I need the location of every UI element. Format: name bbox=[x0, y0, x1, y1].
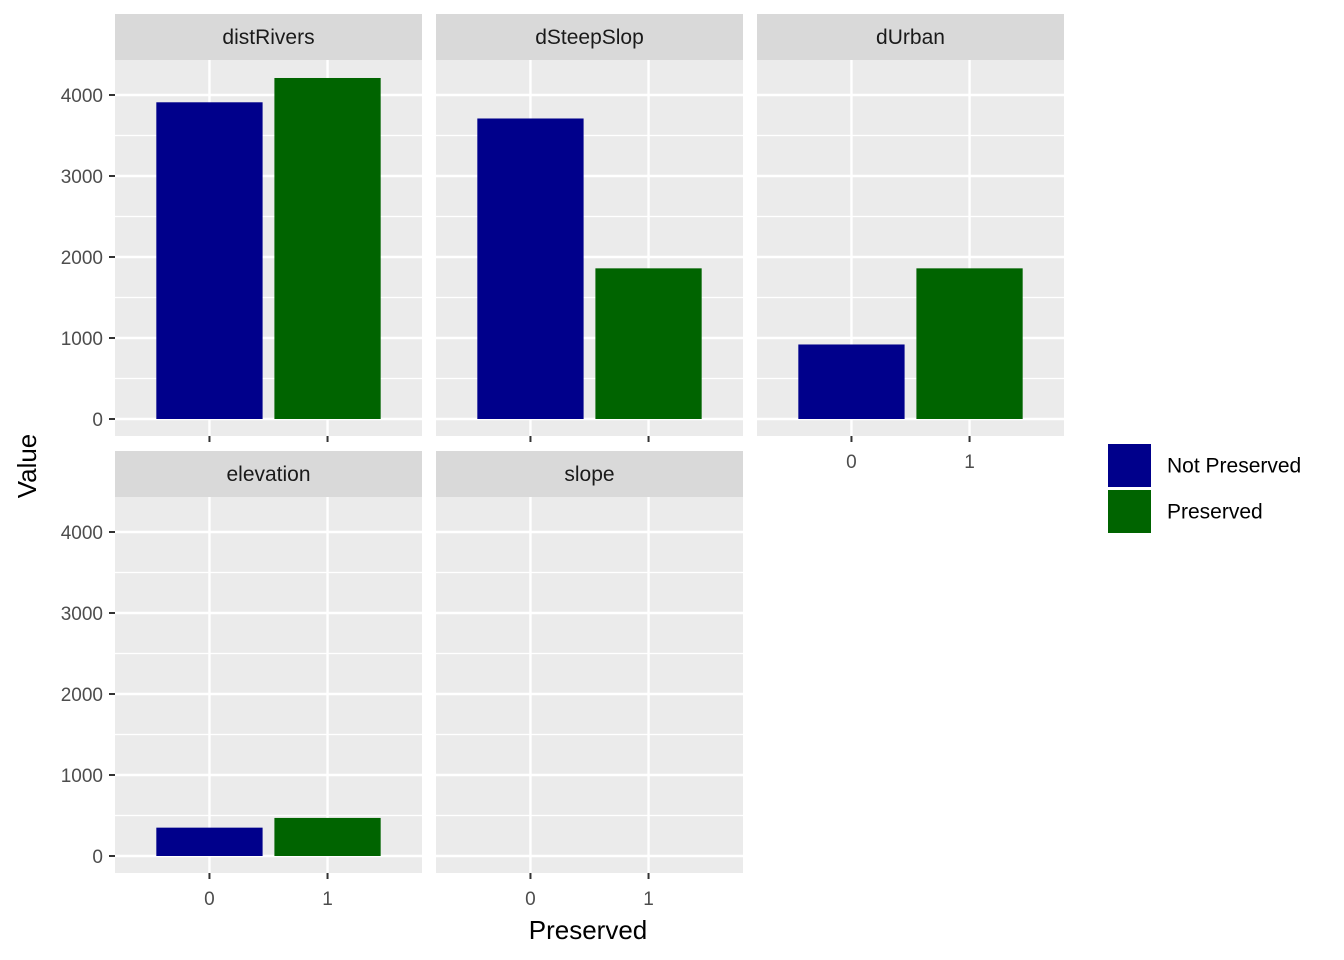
facet-panel-dSteepSlop: dSteepSlop bbox=[436, 14, 743, 436]
legend-label: Preserved bbox=[1167, 501, 1263, 524]
y-tick-label: 1000 bbox=[61, 329, 103, 350]
facet-panel-dUrban: dUrban bbox=[757, 14, 1064, 436]
y-tick-label: 1000 bbox=[61, 766, 103, 787]
y-tick-label: 0 bbox=[92, 410, 103, 431]
x-axis-title: Preserved bbox=[529, 915, 648, 945]
x-tick-label: 0 bbox=[525, 889, 536, 910]
facet-panel-slope: slope bbox=[436, 451, 743, 873]
bar-dSteepSlop-0 bbox=[477, 118, 583, 419]
x-tick-label: 1 bbox=[322, 889, 333, 910]
facet-panel-elevation: elevation bbox=[115, 451, 422, 873]
legend-key-not-preserved bbox=[1108, 444, 1151, 487]
bar-distRivers-1 bbox=[274, 78, 380, 419]
facet-strip-title: distRivers bbox=[222, 26, 314, 49]
bar-elevation-0 bbox=[156, 828, 262, 856]
facet-strip-title: elevation bbox=[226, 463, 310, 486]
y-axis-title: Value bbox=[12, 434, 42, 499]
facet-strip-title: slope bbox=[564, 463, 614, 486]
bar-dUrban-1 bbox=[916, 268, 1022, 419]
y-tick-label: 4000 bbox=[61, 523, 103, 544]
x-tick-label: 0 bbox=[846, 452, 857, 473]
x-tick-label: 1 bbox=[964, 452, 975, 473]
panel-background bbox=[436, 497, 743, 873]
facet-panel-distRivers: distRivers bbox=[115, 14, 422, 436]
y-tick-label: 3000 bbox=[61, 604, 103, 625]
legend-key-preserved bbox=[1108, 490, 1151, 533]
bar-dUrban-0 bbox=[798, 344, 904, 419]
y-tick-label: 0 bbox=[92, 847, 103, 868]
facet-strip-title: dUrban bbox=[876, 26, 945, 49]
bar-elevation-1 bbox=[274, 818, 380, 856]
legend-label: Not Preserved bbox=[1167, 455, 1301, 478]
y-tick-label: 3000 bbox=[61, 167, 103, 188]
y-tick-label: 2000 bbox=[61, 248, 103, 269]
x-tick-label: 0 bbox=[204, 889, 215, 910]
legend: Not Preserved Preserved bbox=[1108, 444, 1301, 533]
x-tick-label: 1 bbox=[643, 889, 654, 910]
bar-dSteepSlop-1 bbox=[595, 268, 701, 419]
y-tick-label: 2000 bbox=[61, 685, 103, 706]
bar-distRivers-0 bbox=[156, 102, 262, 419]
panels-layer: distRivers dSteepSlop dUrban elevation slope bbox=[115, 14, 1064, 873]
panel-background bbox=[115, 497, 422, 873]
y-tick-label: 4000 bbox=[61, 86, 103, 107]
facet-strip-title: dSteepSlop bbox=[535, 26, 644, 49]
